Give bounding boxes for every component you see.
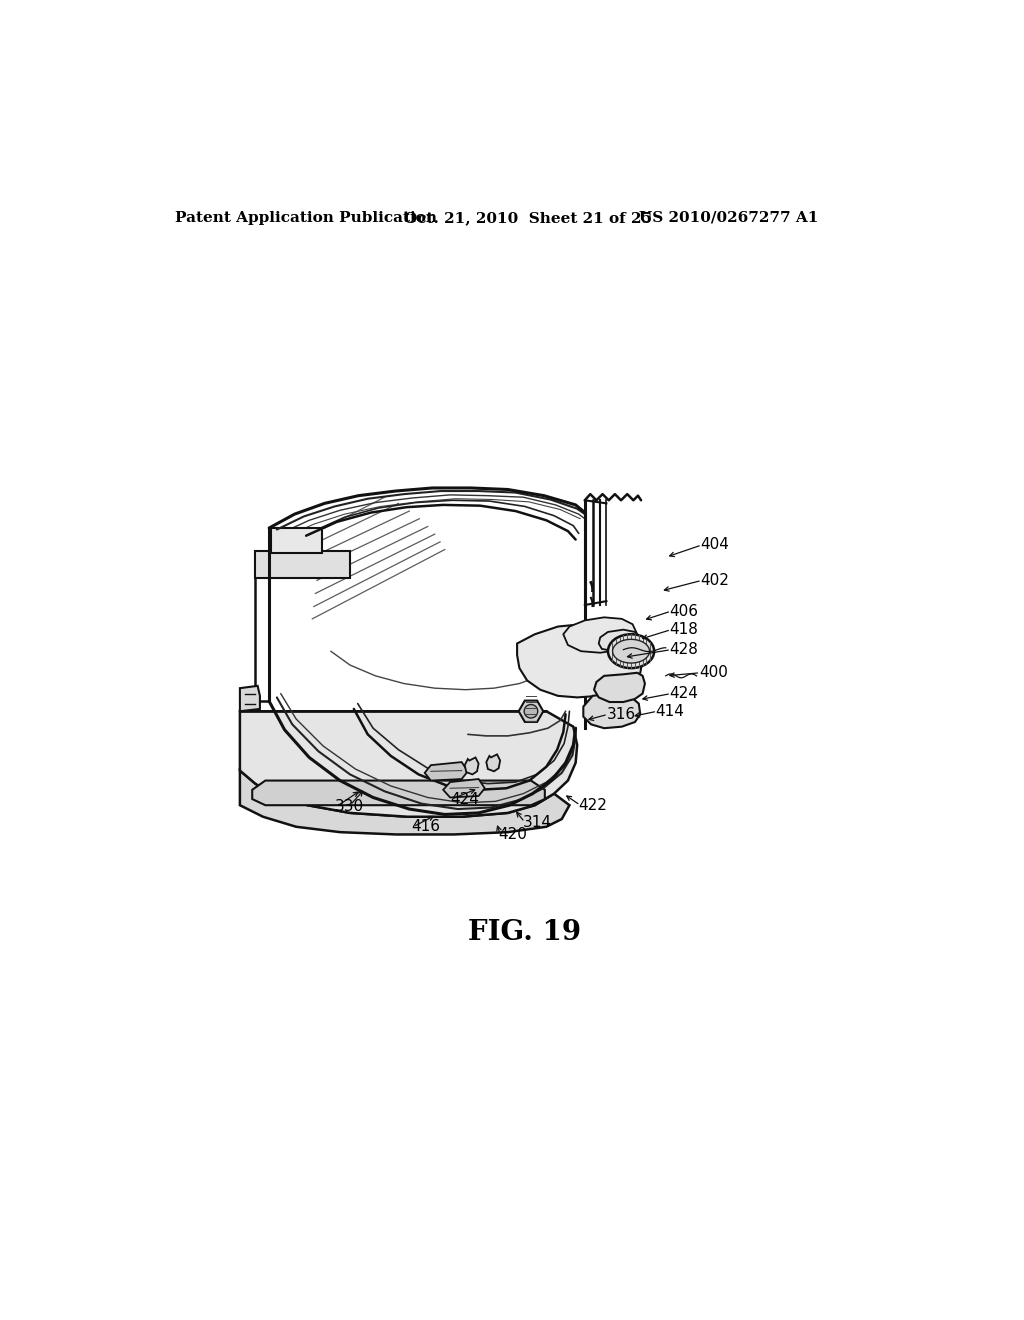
Polygon shape	[270, 528, 322, 553]
Text: 404: 404	[700, 537, 729, 553]
Text: 316: 316	[606, 706, 636, 722]
Polygon shape	[594, 673, 645, 702]
Polygon shape	[563, 618, 637, 653]
Ellipse shape	[608, 635, 654, 668]
Text: 420: 420	[499, 826, 527, 842]
Polygon shape	[240, 771, 569, 834]
Polygon shape	[584, 693, 640, 729]
Polygon shape	[292, 506, 580, 768]
Text: 418: 418	[670, 622, 698, 638]
Text: FIG. 19: FIG. 19	[468, 919, 582, 945]
Polygon shape	[486, 755, 500, 771]
Text: Patent Application Publication: Patent Application Publication	[175, 211, 437, 224]
Polygon shape	[255, 552, 350, 578]
Ellipse shape	[612, 639, 649, 663]
Polygon shape	[240, 686, 260, 711]
Text: 400: 400	[698, 665, 728, 680]
Text: 406: 406	[670, 603, 698, 619]
Text: 414: 414	[655, 704, 685, 719]
Text: 422: 422	[579, 797, 607, 813]
Polygon shape	[599, 630, 640, 651]
Polygon shape	[517, 624, 643, 697]
Text: 428: 428	[670, 642, 698, 657]
Text: 402: 402	[700, 573, 729, 587]
Text: US 2010/0267277 A1: US 2010/0267277 A1	[639, 211, 818, 224]
Text: 424: 424	[670, 686, 698, 701]
Text: 330: 330	[335, 799, 364, 814]
Text: 424: 424	[451, 792, 479, 807]
Polygon shape	[425, 762, 468, 780]
Text: 314: 314	[523, 814, 552, 830]
Polygon shape	[518, 701, 544, 722]
Text: Oct. 21, 2010  Sheet 21 of 25: Oct. 21, 2010 Sheet 21 of 25	[403, 211, 652, 224]
Polygon shape	[252, 780, 545, 805]
Polygon shape	[240, 711, 578, 817]
Polygon shape	[465, 758, 478, 775]
Text: 416: 416	[412, 820, 440, 834]
Polygon shape	[443, 779, 484, 797]
Circle shape	[524, 705, 538, 718]
